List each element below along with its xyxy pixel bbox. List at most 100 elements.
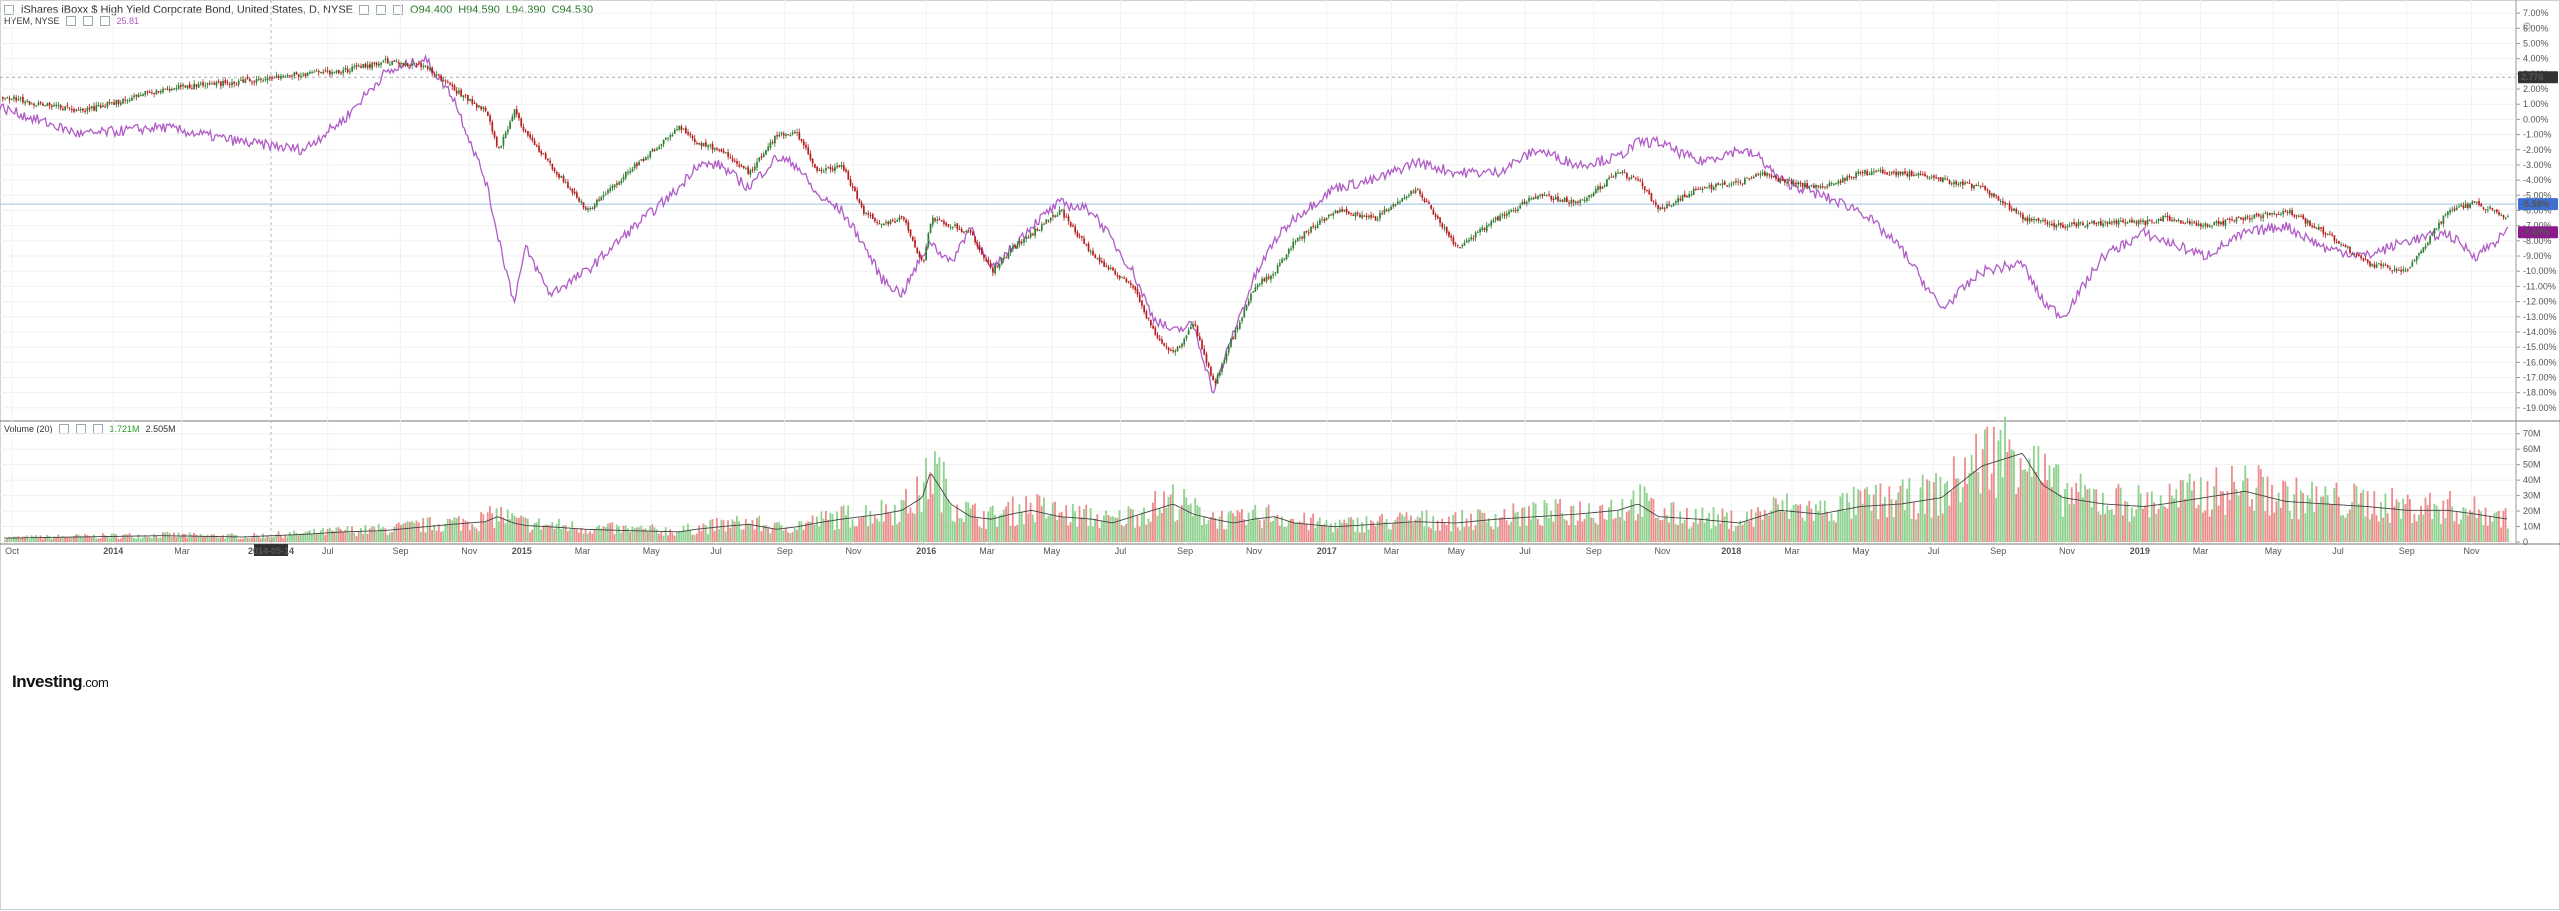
candle-body bbox=[2491, 207, 2494, 210]
price-tick-label: 7.00% bbox=[2523, 8, 2549, 18]
volume-bar bbox=[2050, 487, 2053, 542]
candle-body bbox=[1109, 267, 1112, 269]
candle-body bbox=[144, 91, 147, 95]
volume-bar bbox=[947, 499, 950, 542]
candle-body bbox=[26, 100, 29, 102]
settings-icon[interactable] bbox=[376, 5, 387, 15]
candle-body bbox=[1735, 181, 1737, 183]
candle-body bbox=[1243, 309, 1246, 318]
volume-bar bbox=[687, 523, 689, 542]
candle-body bbox=[642, 159, 645, 161]
eye-icon[interactable] bbox=[359, 5, 370, 15]
candle-body bbox=[422, 65, 425, 68]
candle-body bbox=[1181, 343, 1183, 347]
volume-bar bbox=[1018, 504, 1021, 542]
close-icon[interactable] bbox=[393, 5, 404, 15]
volume-bar bbox=[226, 534, 229, 542]
candle-body bbox=[825, 168, 827, 171]
candle-body bbox=[340, 72, 342, 74]
candle-body bbox=[507, 129, 509, 133]
volume-bar bbox=[2195, 508, 2198, 542]
volume-bar bbox=[506, 509, 509, 542]
time-tick-label: Mar bbox=[979, 546, 995, 556]
price-tick-label: -4.00% bbox=[2523, 175, 2552, 185]
volume-bar bbox=[778, 522, 781, 542]
volume-bar bbox=[1034, 522, 1036, 542]
volume-bar bbox=[1770, 510, 1773, 542]
candle-body bbox=[464, 94, 467, 96]
volume-bar bbox=[1763, 509, 1766, 542]
volume-bar bbox=[1014, 526, 1016, 542]
candle-body bbox=[1174, 350, 1177, 353]
volume-bar bbox=[560, 528, 563, 542]
candle-body bbox=[900, 216, 903, 218]
volume-bar bbox=[2073, 504, 2075, 542]
candle-body bbox=[346, 68, 349, 73]
volume-bar bbox=[164, 532, 167, 542]
candle-body bbox=[164, 88, 167, 90]
candle-body bbox=[1537, 195, 1539, 199]
settings-icon[interactable] bbox=[82, 16, 93, 26]
volume-bar bbox=[922, 482, 925, 542]
candle-body bbox=[1955, 181, 1958, 185]
volume-bar bbox=[2217, 505, 2220, 542]
volume-bar bbox=[2346, 513, 2349, 542]
volume-bar bbox=[1125, 523, 1128, 542]
volume-bar bbox=[1565, 520, 1568, 542]
candle-body bbox=[1040, 224, 1043, 231]
candle-body bbox=[2180, 220, 2182, 224]
volume-bar bbox=[1178, 509, 1181, 542]
volume-bar bbox=[931, 493, 934, 542]
candle-body bbox=[1441, 223, 1444, 228]
candle-body bbox=[1617, 172, 1619, 174]
gear-icon[interactable]: ⚙ bbox=[2522, 21, 2532, 33]
candle-body bbox=[1334, 210, 1337, 214]
candle-body bbox=[1196, 326, 1199, 337]
candle-body bbox=[2429, 236, 2431, 244]
volume-bar bbox=[97, 538, 100, 542]
candle-body bbox=[1657, 205, 1659, 209]
volume-bar bbox=[2320, 496, 2322, 542]
candle-body bbox=[800, 138, 803, 141]
volume-bar bbox=[1314, 527, 1317, 542]
candle-body bbox=[827, 167, 830, 169]
collapse-icon[interactable] bbox=[4, 5, 14, 15]
candle-body bbox=[2362, 258, 2365, 261]
eye-icon[interactable] bbox=[65, 16, 76, 26]
close-icon[interactable] bbox=[99, 16, 110, 26]
candle-body bbox=[73, 109, 75, 112]
candle-body bbox=[1401, 198, 1404, 202]
candle-body bbox=[1719, 184, 1722, 186]
volume-bar bbox=[1521, 507, 1524, 542]
volume-bar bbox=[464, 520, 467, 542]
volume-bar bbox=[1964, 457, 1966, 542]
volume-bar bbox=[938, 457, 941, 542]
volume-bar bbox=[856, 526, 858, 542]
candle-body bbox=[591, 208, 594, 210]
candle-body bbox=[337, 69, 340, 74]
candle-body bbox=[2217, 221, 2220, 225]
candle-body bbox=[1977, 185, 1980, 187]
candle-body bbox=[19, 97, 22, 99]
volume-bar bbox=[1232, 513, 1234, 542]
candle-body bbox=[1292, 241, 1295, 249]
candle-body bbox=[1559, 200, 1562, 202]
candle-body bbox=[2460, 204, 2463, 207]
candle-body bbox=[1027, 237, 1030, 239]
candle-body bbox=[1859, 171, 1862, 173]
candle-body bbox=[186, 85, 189, 89]
candle-body bbox=[1341, 208, 1344, 212]
candle-body bbox=[1436, 216, 1439, 219]
volume-bar bbox=[297, 535, 300, 542]
candle-body bbox=[268, 76, 271, 78]
volume-bar bbox=[684, 530, 687, 542]
volume-bar bbox=[1944, 483, 1946, 542]
volume-bar bbox=[520, 515, 522, 542]
volume-bar bbox=[626, 528, 629, 542]
candle-body bbox=[1875, 170, 1877, 172]
candle-body bbox=[86, 107, 89, 112]
candle-body bbox=[1683, 194, 1686, 198]
volume-bar bbox=[2406, 494, 2409, 542]
candle-body bbox=[2035, 219, 2038, 221]
